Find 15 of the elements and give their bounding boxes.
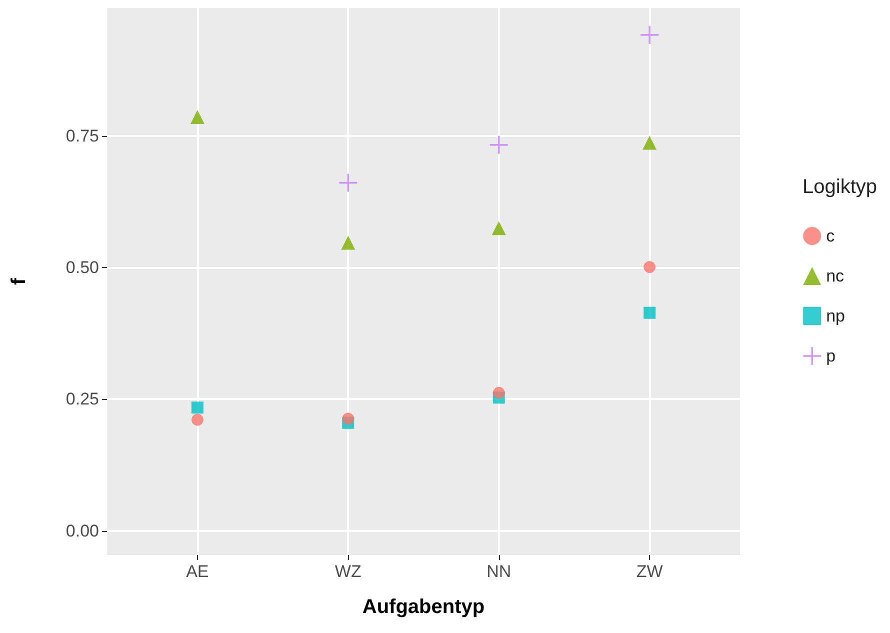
x-tick-label: WZ <box>334 562 362 581</box>
legend-label: np <box>826 306 846 326</box>
y-tick-label: 0.75 <box>66 126 99 146</box>
y-tick-label: 0.50 <box>66 258 99 278</box>
legend-label: p <box>826 346 836 366</box>
x-axis-title: Aufgabentyp <box>362 596 485 618</box>
legend-label: nc <box>826 266 845 286</box>
legend-title: Logiktyp <box>802 176 878 198</box>
legend-label: c <box>826 226 836 246</box>
x-tick-label: ZW <box>636 562 663 581</box>
y-tick-label: 0.00 <box>66 521 99 540</box>
y-axis-title: f <box>8 278 30 285</box>
y-tick-label: 0.25 <box>66 390 99 409</box>
x-tick-label: AE <box>186 562 209 581</box>
x-tick-label: NN <box>486 562 512 581</box>
